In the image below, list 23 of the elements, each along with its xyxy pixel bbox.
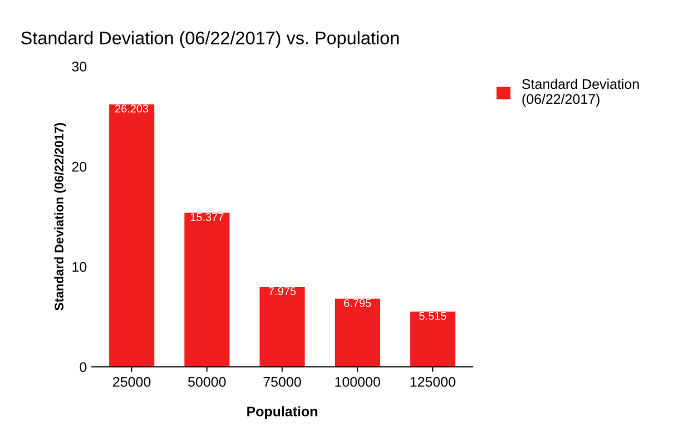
x-axis-title: Population [247, 406, 318, 420]
data-label: 6.795 [344, 299, 371, 307]
x-tick-label: 25000 [113, 376, 150, 387]
bar [260, 286, 305, 367]
y-tick-label: 20 [72, 162, 86, 172]
y-tick-label: 30 [72, 62, 86, 72]
bar [410, 312, 456, 367]
x-tick-label: 75000 [264, 376, 301, 387]
y-tick-label: 0 [80, 362, 86, 372]
data-label: 5.515 [419, 312, 446, 320]
data-label: 15.377 [190, 213, 224, 221]
bar [184, 212, 230, 367]
legend-label: Standard Deviation (06/22/2017) [522, 78, 639, 107]
y-tick-label: 10 [72, 262, 86, 272]
x-tick-label: 125000 [410, 376, 456, 387]
data-label: 7.975 [268, 287, 296, 296]
x-tick-label: 100000 [335, 376, 380, 387]
chart-title: Standard Deviation (06/22/2017) vs. Population [21, 31, 399, 48]
bar [334, 298, 380, 367]
bar [109, 104, 154, 367]
x-tick-label: 50000 [188, 376, 226, 387]
data-label: 26.203 [115, 104, 148, 112]
y-axis-title: Standard Deviation (06/22/2017) [54, 123, 66, 310]
